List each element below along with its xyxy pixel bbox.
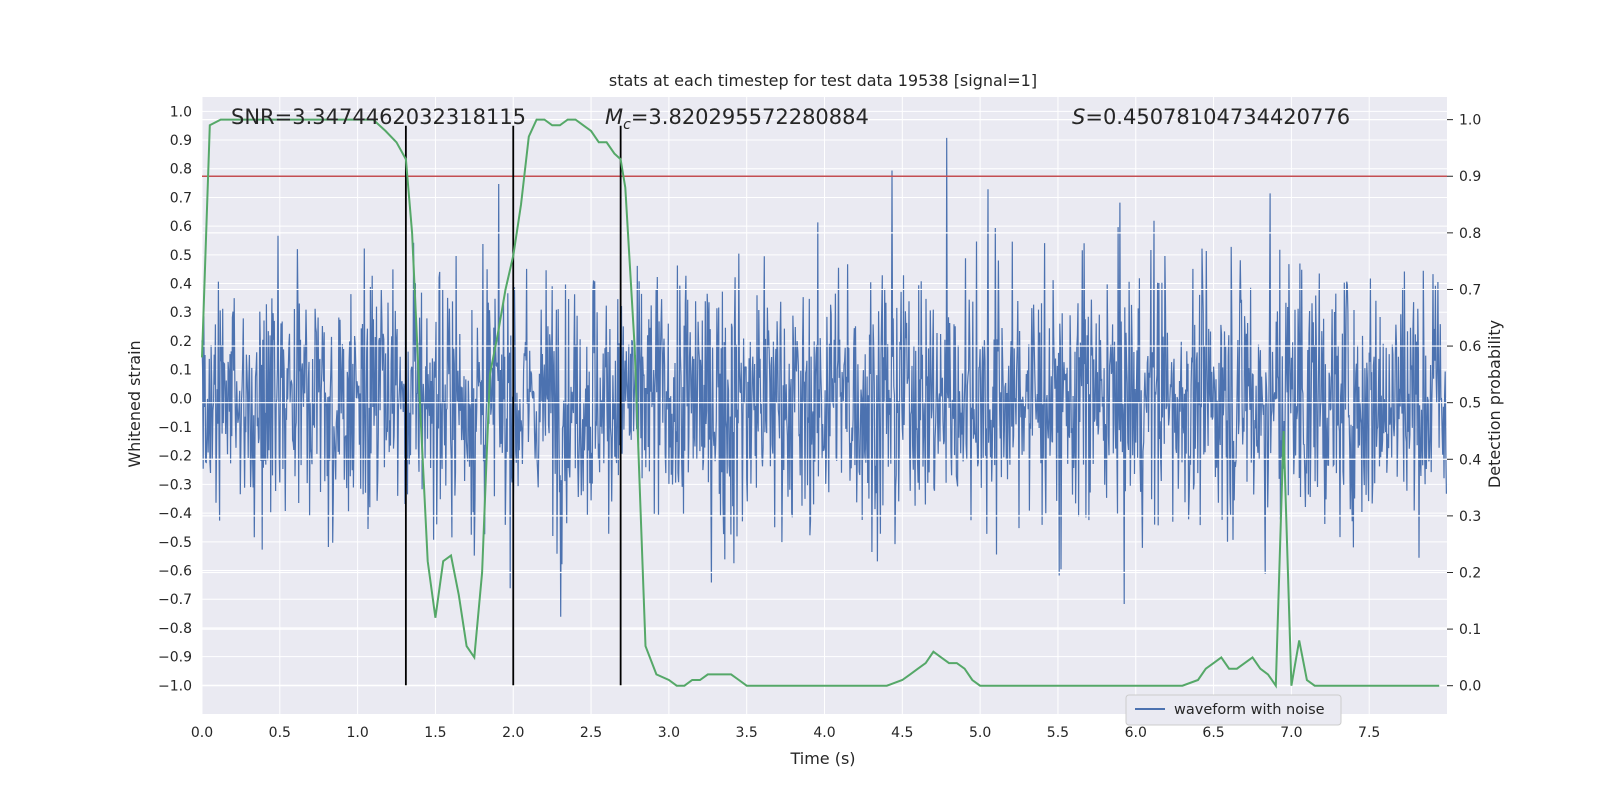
y-tick-label: 0.5 — [170, 248, 192, 264]
y-tick-label: 0.1 — [170, 363, 192, 379]
x-tick-label: 5.5 — [1047, 725, 1069, 741]
y-tick-label: 0.0 — [170, 391, 192, 407]
x-tick-label: 1.5 — [424, 725, 446, 741]
y-axis-ticks: 1.0 0.9 0.8 0.7 0.6 0.5 0.4 0.3 0.2 0.1 0.0 −0.1 −0.… — [158, 104, 192, 694]
s-annotation: S=0.45078104734420776 — [1072, 105, 1350, 129]
legend-label-waveform: waveform with noise — [1174, 702, 1325, 718]
y-tick-label: −0.5 — [158, 535, 192, 551]
y2-axis-ticks: 1.0 0.9 0.8 0.7 0.6 0.5 0.4 0.3 0.2 0.1 0.0 — [1447, 113, 1481, 695]
y2-tick-label: 0.2 — [1459, 565, 1481, 581]
y2-tick-label: 0.1 — [1459, 622, 1481, 638]
s-value: =0.45078104734420776 — [1085, 105, 1350, 129]
detection-probability-line — [201, 118, 1440, 689]
y2-tick-label: 0.8 — [1459, 226, 1481, 242]
y-tick-label: −1.0 — [158, 678, 192, 694]
x-tick-label: 7.5 — [1358, 725, 1380, 741]
x-tick-label: 3.5 — [736, 725, 758, 741]
waveform-with-noise-line — [201, 137, 1447, 617]
y-tick-label: −0.3 — [158, 477, 192, 493]
y-tick-label: −0.4 — [158, 506, 192, 522]
x-tick-label: 1.0 — [346, 725, 368, 741]
y2-tick-label: 0.6 — [1459, 339, 1481, 355]
y2-tick-label: 0.5 — [1459, 396, 1481, 412]
x-tick-label: 5.0 — [969, 725, 991, 741]
y2-tick-label: 0.7 — [1459, 282, 1481, 298]
y-tick-label: 0.6 — [170, 219, 192, 235]
y-tick-label: 0.3 — [170, 305, 192, 321]
y-tick-label: 0.9 — [170, 133, 192, 149]
y2-axis-label: Detection probability — [1485, 320, 1504, 488]
y-tick-label: −0.6 — [158, 564, 192, 580]
y-tick-label: 0.4 — [170, 277, 192, 293]
s-symbol: S — [1072, 105, 1085, 129]
y-axis-label: Whitened strain — [125, 340, 144, 467]
y-tick-label: 0.2 — [170, 334, 192, 350]
y-tick-label: 0.8 — [170, 162, 192, 178]
x-tick-label: 3.0 — [658, 725, 680, 741]
chirp-mass-symbol: M — [605, 105, 623, 129]
x-tick-label: 0.5 — [269, 725, 291, 741]
x-tick-label: 7.0 — [1280, 725, 1302, 741]
chart-title: stats at each timestep for test data 195… — [609, 71, 1037, 90]
y2-tick-label: 0.0 — [1459, 679, 1481, 695]
chirp-mass-subscript: c — [623, 117, 631, 133]
snr-annotation: SNR=3.3474462032318115 — [231, 105, 526, 129]
y2-tick-label: 0.3 — [1459, 509, 1481, 525]
vertical-markers — [404, 125, 622, 686]
y2-tick-label: 1.0 — [1459, 113, 1481, 129]
waveform-with-noise-series — [201, 119, 1447, 687]
y-tick-label: 1.0 — [170, 104, 192, 120]
x-tick-label: 2.5 — [580, 725, 602, 741]
x-tick-label: 0.0 — [191, 725, 213, 741]
legend: waveform with noise — [1125, 694, 1342, 726]
y-tick-label: 0.7 — [170, 190, 192, 206]
x-axis-ticks: 0.0 0.5 1.0 1.5 2.0 2.5 3.0 3.5 4.0 4.5 5.0 5.5 6.0 6… — [191, 725, 1380, 741]
x-axis-label: Time (s) — [789, 749, 855, 768]
legend-box — [1125, 694, 1342, 726]
chirp-mass-annotation: Mc=3.820295572280884 — [605, 105, 869, 133]
x-tick-label: 6.0 — [1125, 725, 1147, 741]
y-tick-label: −0.9 — [158, 650, 192, 666]
y2-tick-label: 0.4 — [1459, 452, 1481, 468]
y-tick-label: −0.7 — [158, 592, 192, 608]
y-tick-label: −0.1 — [158, 420, 192, 436]
x-tick-label: 6.5 — [1202, 725, 1224, 741]
x-tick-label: 2.0 — [502, 725, 524, 741]
y-tick-label: −0.8 — [158, 621, 192, 637]
y-tick-label: −0.2 — [158, 449, 192, 465]
x-tick-label: 4.5 — [891, 725, 913, 741]
chirp-mass-value: =3.820295572280884 — [631, 105, 869, 129]
y2-tick-label: 0.9 — [1459, 169, 1481, 185]
x-tick-label: 4.0 — [813, 725, 835, 741]
